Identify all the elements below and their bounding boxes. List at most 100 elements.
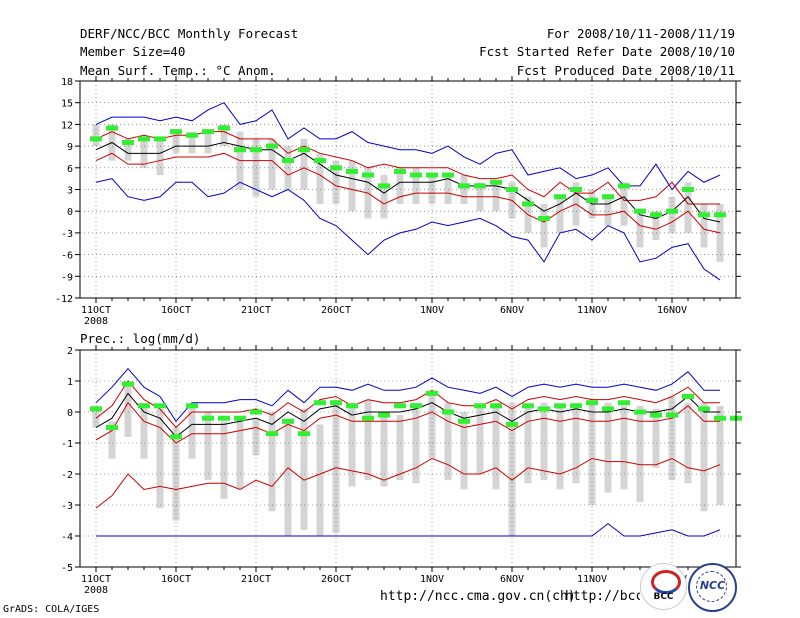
p1-y-tick-label: 9 xyxy=(67,142,73,153)
p1-range-box xyxy=(620,182,628,226)
bcc-url[interactable]: http://bcc.cma.gov.cn(en) xyxy=(565,590,640,604)
p1-y-tick-label: -6 xyxy=(61,251,73,262)
p1-range-box xyxy=(316,153,324,204)
p2-green-mark xyxy=(682,394,694,399)
p1-green-mark xyxy=(154,136,166,142)
p2-green-mark xyxy=(170,434,182,440)
p1-x-tick-label: 26OCT xyxy=(321,305,351,316)
member-size: Member Size=40 xyxy=(80,44,186,59)
chart-title: DERF/NCC/BCC Monthly Forecast xyxy=(80,26,299,41)
p2-range-box xyxy=(316,424,324,536)
p1-green-mark xyxy=(426,172,438,178)
p2-green-mark xyxy=(394,403,406,409)
p1-green-mark xyxy=(522,201,534,207)
p2-range-box xyxy=(492,402,500,490)
p2-green-mark xyxy=(570,403,582,409)
p2-range-box xyxy=(348,402,356,487)
p2-y-tick-label: 1 xyxy=(67,377,73,388)
p2-green-mark xyxy=(234,415,246,421)
p1-x-tick-label: 16NOV xyxy=(657,305,687,316)
p1-green-mark xyxy=(186,132,198,138)
p2-green-mark xyxy=(154,403,166,409)
p2-x-tick-label: 16OCT xyxy=(161,574,191,585)
p1-range-box xyxy=(412,167,420,204)
p1-green-mark xyxy=(570,187,582,192)
p2-range-box xyxy=(508,402,516,536)
p1-range-box xyxy=(540,203,548,248)
p2-range-box xyxy=(220,421,228,499)
ncc-logo: NCC xyxy=(688,563,737,612)
p1-range-box xyxy=(396,167,404,204)
p1-range-box xyxy=(92,124,100,147)
p1-x-tick-label: 21OCT xyxy=(241,305,271,316)
p1-green-mark xyxy=(234,147,246,153)
p1-green-mark xyxy=(410,172,422,178)
p2-range-box xyxy=(636,405,644,502)
p1-green-mark xyxy=(506,187,518,192)
p1-range-box xyxy=(300,138,308,190)
p2-green-mark xyxy=(458,418,470,424)
p2-green-mark xyxy=(538,406,550,412)
p2-series-low xyxy=(95,457,721,509)
p1-green-mark xyxy=(474,183,486,189)
p2-range-box xyxy=(124,381,132,437)
start-ref-date: Fcst Started Refer Date 2008/10/10 xyxy=(479,44,735,59)
p1-green-mark xyxy=(250,147,262,153)
p2-green-mark xyxy=(506,421,518,427)
panel2-title: Prec.: log(mm/d) xyxy=(80,331,201,346)
p2-range-box xyxy=(652,408,660,468)
p2-range-box xyxy=(156,408,164,509)
p1-green-mark xyxy=(218,125,230,131)
p1-range-box xyxy=(684,182,692,233)
produced-date: Fcst Produced Date 2008/10/11 xyxy=(516,63,735,78)
p1-green-mark xyxy=(90,136,102,142)
p2-range-box xyxy=(364,399,372,481)
p1-range-box xyxy=(348,160,356,212)
p2-green-mark xyxy=(666,412,678,418)
p2-range-box xyxy=(428,390,436,459)
p2-range-box xyxy=(588,402,596,505)
p1-x-tick-label: 6NOV xyxy=(500,305,524,316)
p2-green-mark xyxy=(218,415,230,421)
p1-green-mark xyxy=(586,197,598,203)
p1-series-min xyxy=(95,178,721,281)
p2-range-box xyxy=(140,402,148,459)
p2-range-box xyxy=(204,412,212,481)
p1-green-mark xyxy=(634,208,646,214)
p1-green-mark xyxy=(394,168,406,174)
p2-green-mark xyxy=(202,415,214,421)
p2-range-box xyxy=(620,405,628,490)
p2-range-box xyxy=(460,412,468,490)
ncc-url[interactable]: http://ncc.cma.gov.cn(ch) xyxy=(380,589,576,604)
p1-y-tick-label: 15 xyxy=(61,99,73,110)
p2-green-mark xyxy=(634,409,646,415)
p1-range-box xyxy=(124,138,132,161)
p1-green-mark xyxy=(138,136,150,142)
p2-green-mark xyxy=(442,409,454,415)
p1-range-box xyxy=(268,138,276,190)
p2-range-box xyxy=(524,405,532,484)
p2-range-box xyxy=(444,402,452,481)
p2-green-mark xyxy=(122,381,134,387)
p1-series-upper xyxy=(95,131,720,205)
p1-green-mark xyxy=(378,183,390,189)
p1-range-box xyxy=(172,131,180,154)
p1-y-tick-label: -3 xyxy=(61,229,73,240)
p2-green-mark xyxy=(362,415,374,421)
p2-y-tick-label: 0 xyxy=(67,408,73,419)
p2-green-mark xyxy=(346,403,358,409)
p1-green-mark xyxy=(362,172,374,178)
p1-green-mark xyxy=(346,168,358,174)
p1-green-mark xyxy=(330,165,342,171)
p1-y-tick-label: -12 xyxy=(55,294,73,305)
p2-y-tick-label: -3 xyxy=(61,501,73,512)
p2-green-mark xyxy=(698,406,710,412)
p2-series-mean xyxy=(95,392,720,438)
p1-x-tick-label: 1NOV xyxy=(420,305,444,316)
p1-range-box xyxy=(380,175,388,219)
p2-y-tick-label: -5 xyxy=(61,563,73,574)
p1-green-mark xyxy=(682,187,694,192)
p2-series-max xyxy=(95,367,720,423)
p1-green-mark xyxy=(266,143,278,149)
